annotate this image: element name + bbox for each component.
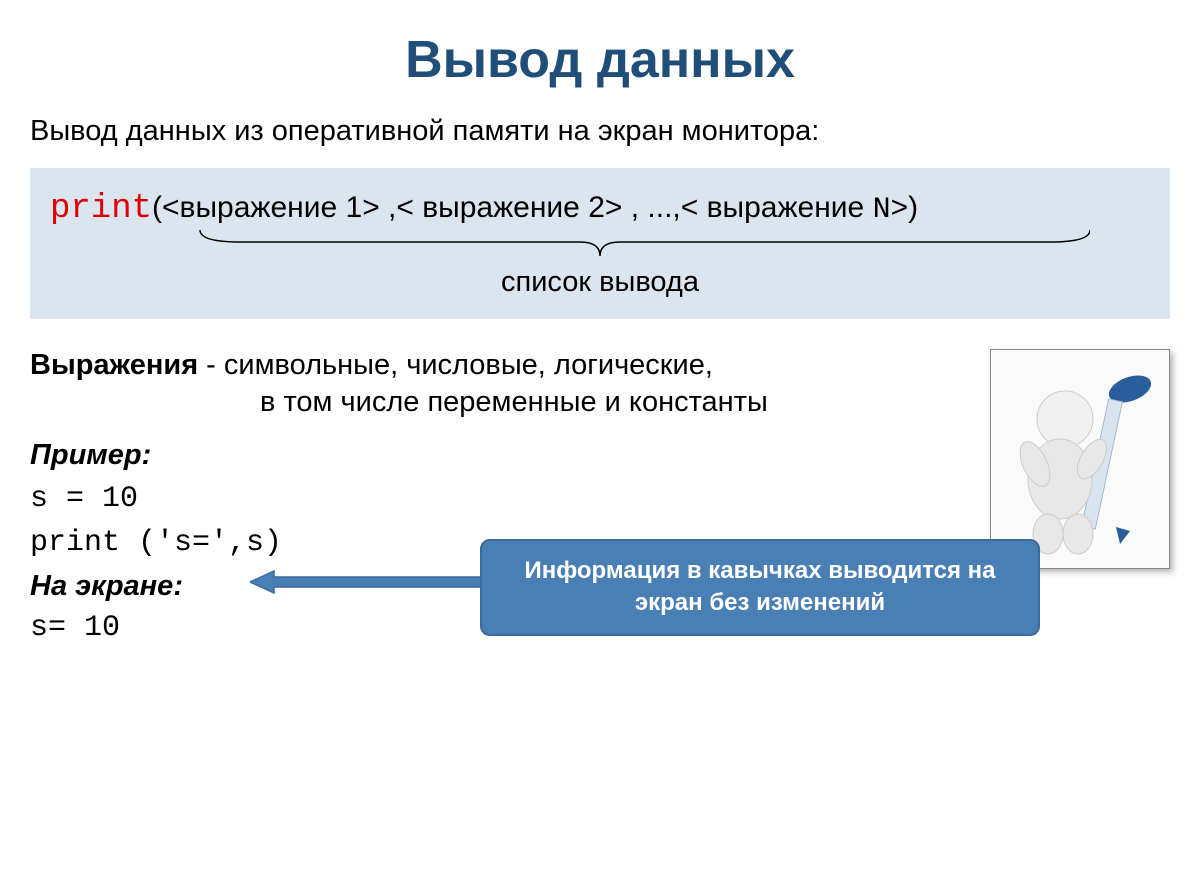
print-keyword: print [50,190,152,228]
syntax-box: print(<выражение 1> ,< выражение 2> , ..… [30,168,1170,319]
syntax-line: print(<выражение 1> ,< выражение 2> , ..… [50,190,1150,228]
definition-term: Выражения [30,349,198,381]
page-title: Вывод данных [30,30,1170,90]
callout-arrow-icon [250,567,490,597]
syntax-n: N [873,193,891,227]
underbrace-icon [110,228,1090,260]
definition-text1: - символьные, числовые, логические, [198,349,713,381]
brace-label: список вывода [50,266,1150,299]
callout-box: Информация в кавычках выводится на экран… [480,539,1040,636]
callout-text: Информация в кавычках выводится на экран… [524,557,995,616]
syntax-closing: >) [891,191,919,224]
intro-text: Вывод данных из оперативной памяти на эк… [30,115,1170,148]
syntax-args: (<выражение 1> ,< выражение 2> , ...,< в… [152,191,873,224]
figure-writing-icon [1000,359,1160,559]
content-area: Выражения - символьные, числовые, логиче… [30,349,1170,645]
illustration-frame [990,349,1170,569]
